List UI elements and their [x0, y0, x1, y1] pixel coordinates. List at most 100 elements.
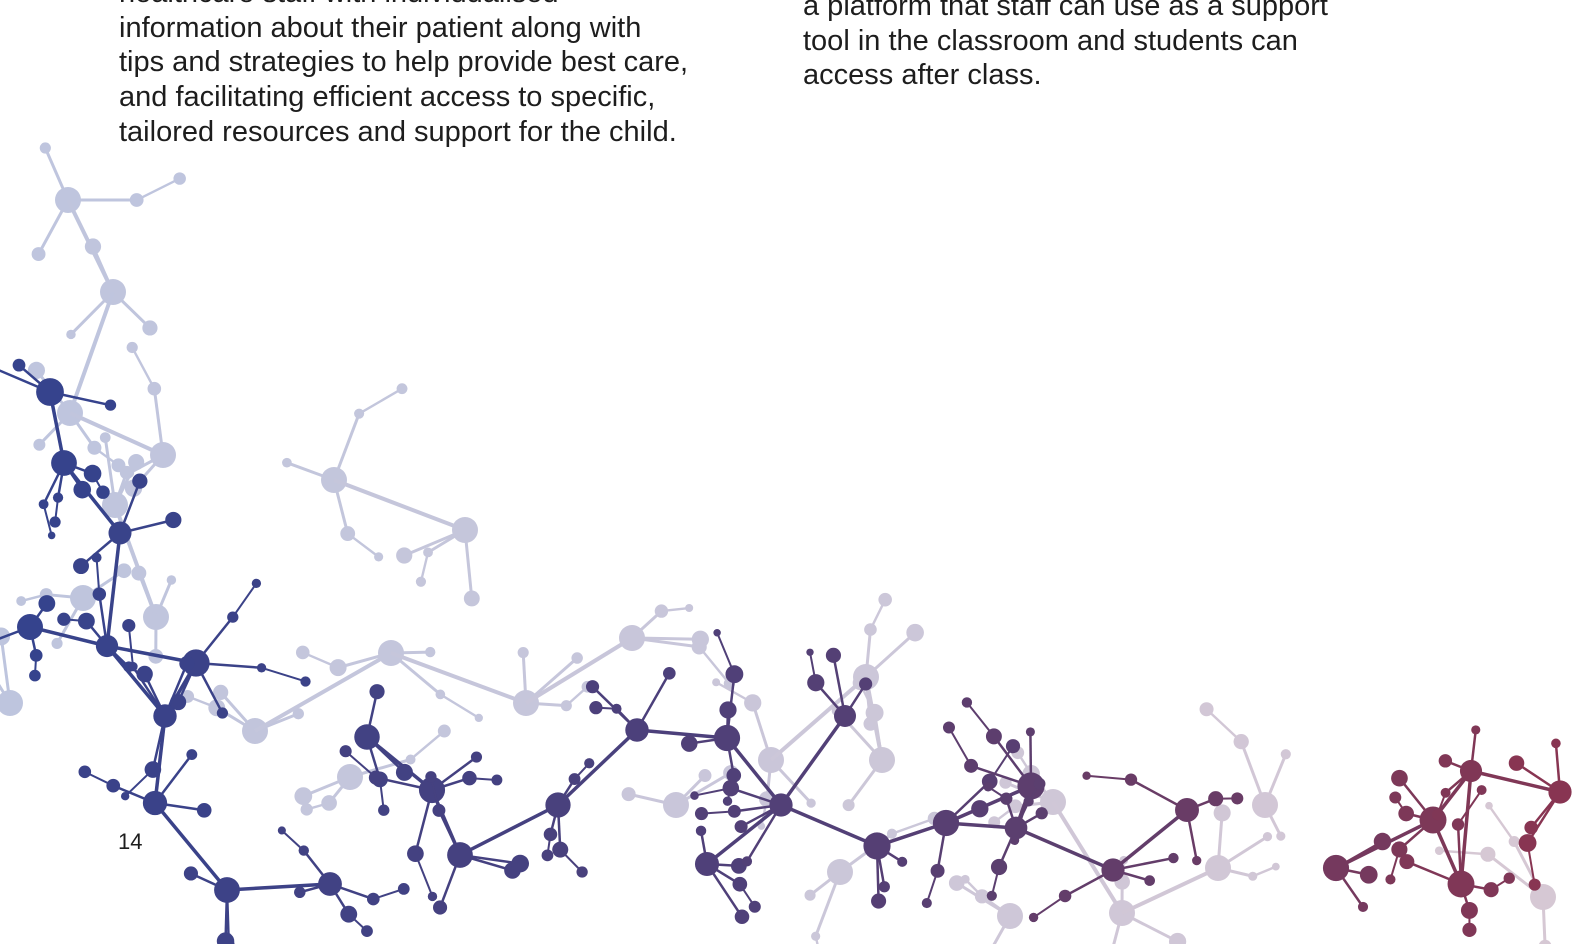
atom	[859, 677, 872, 690]
atom	[87, 441, 101, 455]
atom	[330, 659, 347, 676]
atom	[1399, 854, 1414, 869]
atom	[435, 690, 445, 700]
atom	[340, 906, 357, 923]
atom	[1005, 817, 1028, 840]
atom	[29, 670, 41, 682]
atom	[699, 769, 712, 782]
atom	[367, 893, 380, 906]
atom	[728, 805, 741, 818]
atom	[73, 481, 91, 499]
atom	[1360, 866, 1378, 884]
atom	[428, 892, 437, 901]
atom	[1460, 760, 1482, 782]
atom	[1448, 871, 1475, 898]
atom	[1175, 798, 1199, 822]
atom	[150, 442, 176, 468]
atom	[153, 704, 176, 727]
atom	[1024, 796, 1034, 806]
atom	[57, 613, 70, 626]
atom	[340, 745, 352, 757]
atom	[1029, 913, 1038, 922]
text-line: access after class.	[803, 58, 1328, 93]
atom	[491, 775, 502, 786]
atom	[1504, 873, 1515, 884]
atom	[696, 826, 706, 836]
atom	[318, 872, 342, 896]
atom	[1441, 788, 1451, 798]
atom	[714, 725, 740, 751]
bond	[707, 805, 781, 864]
atom	[1006, 739, 1020, 753]
text-line: tips and strategies to help provide best…	[119, 45, 688, 80]
atom	[1539, 940, 1552, 944]
atom	[354, 409, 364, 419]
bond	[781, 716, 845, 805]
atom	[128, 662, 137, 671]
bond	[107, 533, 120, 646]
atom	[132, 473, 147, 488]
atom	[93, 587, 106, 600]
atom	[987, 891, 997, 901]
bond	[892, 819, 935, 834]
atom	[122, 619, 135, 632]
atom	[732, 877, 747, 892]
atom	[571, 652, 582, 663]
atom	[1125, 773, 1137, 785]
atom	[471, 751, 482, 762]
atom	[143, 791, 167, 815]
atom	[257, 663, 266, 672]
atom	[39, 499, 49, 509]
atom	[96, 485, 109, 498]
atom	[108, 521, 131, 544]
atom	[1252, 792, 1278, 818]
atom	[1480, 847, 1495, 862]
atom	[1263, 832, 1272, 841]
atom	[186, 749, 197, 760]
page: healthcare staff with individualised inf…	[0, 0, 1588, 944]
atom	[1389, 792, 1401, 804]
atom	[1234, 734, 1249, 749]
atom	[655, 604, 668, 617]
atom	[1439, 754, 1452, 767]
atom	[695, 852, 719, 876]
atom	[742, 856, 752, 866]
atom	[1461, 902, 1478, 919]
atom	[1471, 725, 1480, 734]
atom	[278, 826, 286, 834]
atom	[545, 792, 570, 817]
atom	[1358, 902, 1368, 912]
atom	[769, 793, 792, 816]
atom	[811, 932, 820, 941]
atom	[17, 614, 43, 640]
atom	[130, 193, 144, 207]
atom	[695, 807, 708, 820]
atom	[986, 728, 1002, 744]
atom	[863, 832, 890, 859]
atom	[464, 591, 480, 607]
atom	[663, 667, 676, 680]
atom	[462, 771, 477, 786]
atom	[962, 697, 972, 707]
bond	[1489, 806, 1514, 842]
bond	[781, 805, 877, 846]
atom	[1435, 846, 1444, 855]
atom	[991, 859, 1007, 875]
atom	[1484, 882, 1499, 897]
atom	[1509, 755, 1525, 771]
atom	[619, 625, 645, 651]
atom	[438, 725, 451, 738]
atom	[869, 747, 895, 773]
atom	[1509, 836, 1520, 847]
atom	[1000, 792, 1012, 804]
atom	[30, 649, 43, 662]
atom	[1374, 833, 1391, 850]
bond	[1087, 776, 1131, 780]
atom	[397, 383, 408, 394]
atom	[378, 805, 389, 816]
atom	[85, 238, 101, 254]
atom	[589, 701, 602, 714]
atom	[52, 638, 63, 649]
atom	[1385, 874, 1395, 884]
bond	[1016, 828, 1113, 870]
